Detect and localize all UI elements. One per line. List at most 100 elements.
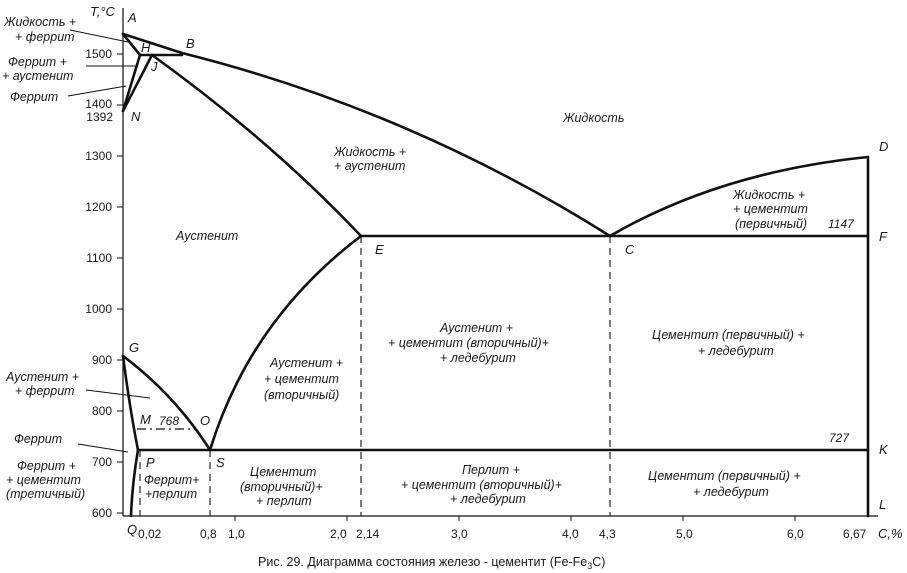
label-cem2-perl-2: (вторичный)+ bbox=[240, 480, 323, 494]
point-K: K bbox=[879, 442, 889, 457]
label-cem-led-bot-2: + ледебурит bbox=[693, 485, 769, 499]
point-E: E bbox=[375, 242, 384, 257]
label-aust-cem2-3: (вторичный) bbox=[264, 388, 339, 402]
label-ferr-aust-2: + аустенит bbox=[2, 69, 73, 83]
label-liq-cem-3: (первичный) bbox=[735, 217, 807, 231]
label-liquid: Жидкость bbox=[562, 111, 624, 125]
y-ticks bbox=[117, 53, 123, 514]
svg-text:1100: 1100 bbox=[86, 251, 112, 265]
liquidus-CD bbox=[608, 155, 870, 238]
point-D: D bbox=[879, 139, 888, 154]
label-liq-ferrite-1: Жидкость + bbox=[3, 15, 76, 29]
temperature-labels: 1147 768 727 bbox=[159, 217, 855, 445]
label-perl-cem-led-2: + цементит (вторичный)+ bbox=[401, 478, 562, 492]
point-P: P bbox=[146, 455, 155, 470]
svg-text:0,02: 0,02 bbox=[138, 527, 162, 541]
point-H: H bbox=[141, 40, 151, 55]
point-M: M bbox=[140, 412, 151, 427]
temp-768: 768 bbox=[159, 414, 179, 428]
point-F: F bbox=[879, 229, 888, 244]
point-J: J bbox=[150, 59, 158, 74]
liquidus-BC bbox=[180, 51, 612, 238]
label-cem-led-top-1: Цементит (первичный) + bbox=[652, 328, 805, 342]
y-axis-label: T,°C bbox=[90, 4, 116, 19]
label-cem2-perl-1: Цементит bbox=[250, 465, 316, 479]
svg-text:800: 800 bbox=[92, 404, 112, 418]
line-HN bbox=[121, 53, 142, 113]
label-cem-led-top-2: + ледебурит bbox=[698, 344, 774, 358]
svg-text:900: 900 bbox=[92, 353, 112, 367]
point-L: L bbox=[879, 497, 886, 512]
label-liq-aust-1: Жидкость + bbox=[333, 145, 406, 159]
line-PQ bbox=[129, 448, 140, 518]
label-cem2-perl-3: + перлит bbox=[256, 494, 312, 508]
label-cem-led-bot-1: Цементит (первичный) + bbox=[648, 469, 801, 483]
label-aust-ferr-1: Аустенит + bbox=[5, 370, 79, 384]
label-perl-cem-led-3: + ледебурит bbox=[450, 492, 526, 506]
svg-text:4,0: 4,0 bbox=[562, 527, 579, 541]
leader-lines bbox=[67, 29, 151, 453]
label-aust-cem2-1: Аустенит + bbox=[269, 356, 343, 370]
liquidus-AB bbox=[121, 32, 184, 55]
svg-text:3,0: 3,0 bbox=[451, 527, 468, 541]
label-liq-cem-2: + цементит bbox=[733, 202, 808, 216]
svg-text:2,0: 2,0 bbox=[330, 527, 347, 541]
line-AH bbox=[121, 32, 142, 57]
label-ferr-cem3-2: + цементит bbox=[6, 473, 81, 487]
svg-text:1392: 1392 bbox=[86, 110, 113, 124]
point-B: B bbox=[186, 36, 195, 51]
svg-text:1200: 1200 bbox=[85, 200, 112, 214]
svg-text:6,67: 6,67 bbox=[843, 527, 867, 541]
point-S: S bbox=[216, 455, 225, 470]
point-labels: A B H J N D E C F G M O P S K Q L bbox=[127, 10, 889, 537]
svg-text:0,8: 0,8 bbox=[200, 527, 217, 541]
label-aust-cem-led-1: Аустенит + bbox=[439, 321, 513, 335]
x-tick-labels: 0,02 0,8 1,0 2,0 2,14 3,0 4,0 4,3 5,0 6,… bbox=[138, 527, 867, 541]
label-ferr-perl-1: Феррит+ bbox=[144, 473, 199, 487]
label-ferrite-top: Феррит bbox=[10, 90, 58, 104]
line-GS bbox=[121, 354, 212, 452]
point-A: A bbox=[127, 10, 137, 25]
svg-text:4,3: 4,3 bbox=[599, 527, 616, 541]
svg-text:1500: 1500 bbox=[85, 47, 112, 61]
svg-text:1,0: 1,0 bbox=[228, 527, 245, 541]
label-aust-cem2-2: + цементит bbox=[264, 372, 339, 386]
point-G: G bbox=[129, 340, 139, 355]
line-ES bbox=[208, 234, 363, 452]
svg-text:6,0: 6,0 bbox=[787, 527, 804, 541]
y-tick-labels: 1500 1400 1392 1300 1200 1100 1000 900 8… bbox=[85, 47, 113, 520]
svg-text:1300: 1300 bbox=[85, 149, 112, 163]
label-aust-cem-led-3: + ледебурит bbox=[440, 351, 516, 365]
temp-727: 727 bbox=[829, 431, 850, 445]
point-O: O bbox=[200, 413, 210, 428]
solidus-JE bbox=[150, 53, 363, 238]
label-aust-ferr-2: + феррит bbox=[15, 384, 75, 398]
label-liq-ferrite-2: + феррит bbox=[15, 30, 75, 44]
point-C: C bbox=[625, 242, 635, 257]
svg-text:1400: 1400 bbox=[85, 97, 112, 111]
label-liq-aust-2: + аустенит bbox=[334, 159, 405, 173]
label-ferr-cem3-3: (третичный) bbox=[6, 487, 85, 501]
svg-text:1000: 1000 bbox=[85, 302, 112, 316]
line-JN bbox=[121, 53, 154, 113]
svg-text:600: 600 bbox=[92, 506, 112, 520]
temp-1147: 1147 bbox=[828, 217, 855, 231]
point-Q: Q bbox=[127, 522, 137, 537]
svg-text:2,14: 2,14 bbox=[356, 527, 380, 541]
region-labels: Жидкость + + феррит Феррит + + аустенит … bbox=[2, 15, 808, 508]
label-ferr-cem3-1: Феррит + bbox=[17, 459, 76, 473]
x-ticks bbox=[234, 516, 796, 521]
label-ferr-perl-2: +перлит bbox=[145, 487, 197, 501]
label-austenite: Аустенит bbox=[175, 229, 238, 243]
label-ferrite-low: Феррит bbox=[14, 432, 62, 446]
line-GP bbox=[121, 354, 140, 452]
label-perl-cem-led-1: Перлит + bbox=[462, 463, 520, 477]
label-aust-cem-led-2: + цементит (вторичный)+ bbox=[388, 336, 549, 350]
svg-text:700: 700 bbox=[92, 455, 112, 469]
x-axis-label: C,% bbox=[878, 526, 903, 541]
label-ferr-aust-1: Феррит + bbox=[8, 55, 67, 69]
figure-caption: Рис. 29. Диаграмма состояния железо - це… bbox=[258, 555, 605, 571]
point-N: N bbox=[131, 109, 141, 124]
label-liq-cem-1: Жидкость + bbox=[732, 188, 805, 202]
